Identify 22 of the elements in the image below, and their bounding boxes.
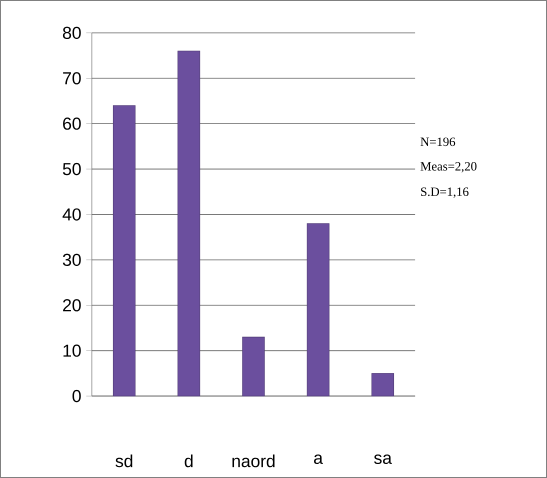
y-tick-label: 60: [63, 118, 81, 130]
bar: [178, 50, 200, 396]
x-tick-label: a: [314, 454, 323, 464]
y-tick-label: 50: [62, 162, 81, 176]
y-tick-label: 20: [63, 299, 81, 312]
x-tick-label: naord: [232, 454, 275, 468]
y-tick-label: 70: [63, 72, 81, 84]
x-tick-label: sd: [116, 454, 132, 468]
y-tick-label: 40: [62, 208, 81, 221]
x-tick-label: d: [184, 454, 193, 468]
y-tick-label: 30: [62, 254, 81, 266]
bar: [112, 105, 136, 396]
text: S.D=1,16: [421, 188, 469, 198]
bar: [242, 336, 265, 396]
x-tick-label: sa: [374, 454, 392, 464]
bar: [306, 223, 330, 396]
text: Meas=2,20: [420, 162, 477, 172]
text: N=196: [420, 138, 456, 146]
bar: [371, 373, 394, 396]
y-tick-label: 80: [62, 26, 81, 40]
y-tick-label: 0: [72, 390, 81, 402]
y-tick-label: 10: [64, 344, 81, 357]
